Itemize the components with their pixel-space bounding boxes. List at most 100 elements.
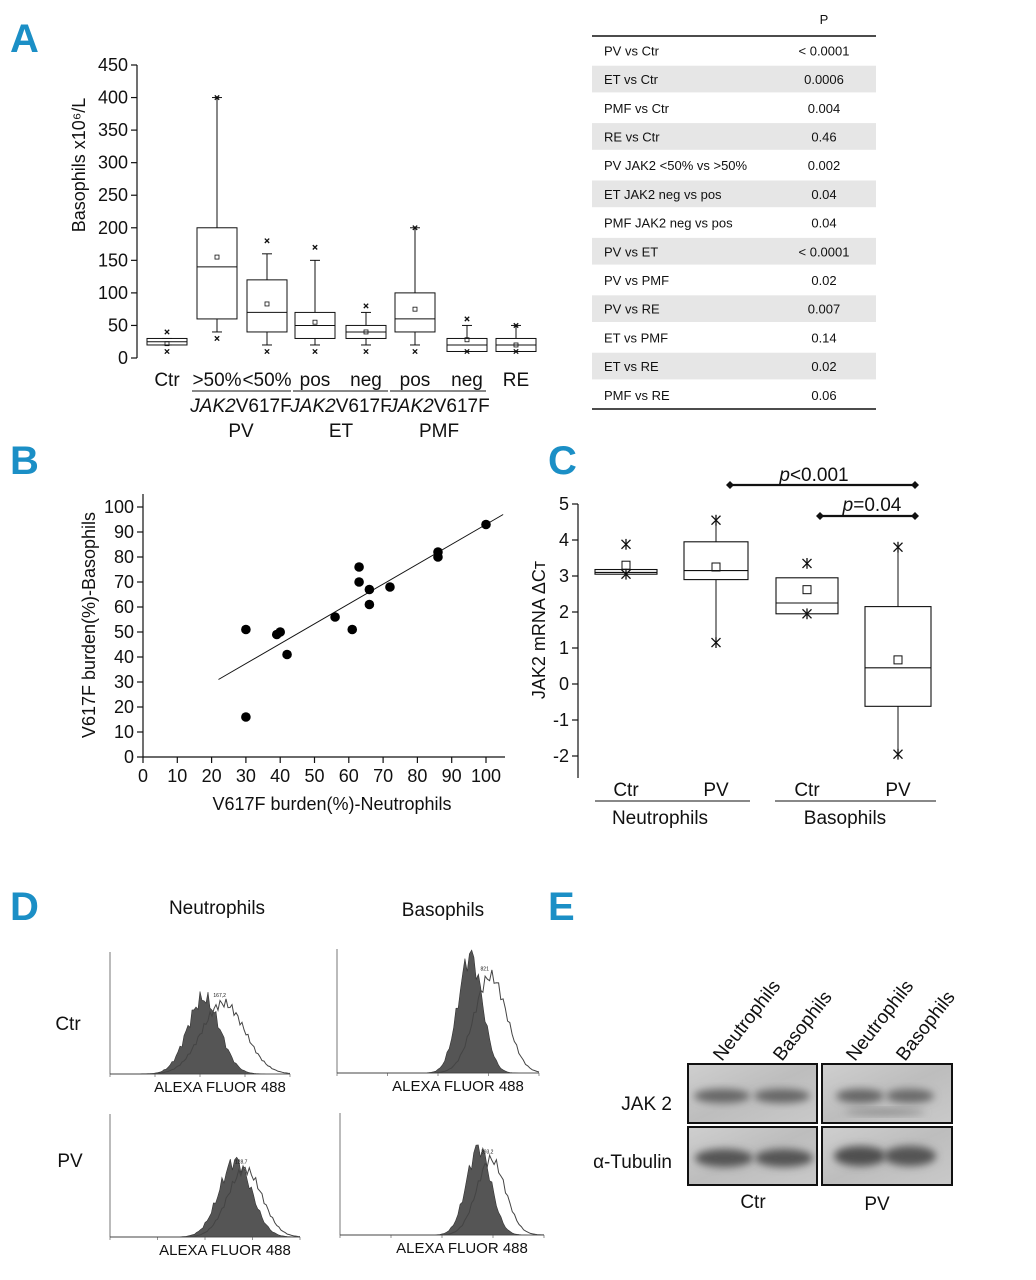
b-scatter-point (385, 582, 395, 592)
a-box-5 (394, 225, 436, 355)
b-scatter-point (241, 712, 251, 722)
table-p-cell: 0.0006 (804, 72, 844, 87)
a-box-3 (294, 244, 336, 355)
c-outlier-1 (802, 558, 812, 569)
table-rows: PV vs Ctr < 0.0001 ET vs Ctr 0.0006 PMF vs C… (592, 43, 876, 403)
c-annotation-value: =0.04 (853, 495, 902, 516)
b-ytick-label: 60 (114, 597, 134, 617)
c-category-label: Ctr (794, 780, 820, 801)
b-ytick-label: 20 (114, 697, 134, 717)
table-row: PMF JAK2 neg vs pos 0.04 (604, 216, 837, 231)
table-comparison-cell: RE vs Ctr (604, 129, 660, 144)
table-comparison-cell: ET vs PMF (604, 330, 668, 345)
table-comparison-cell: PV vs ET (604, 244, 658, 259)
c-category-label: PV (703, 780, 729, 801)
panel-c-ylabel: JAK2 mRNA ΔCт (529, 561, 549, 699)
b-xtick-label: 70 (373, 766, 393, 786)
b-xtick-label: 50 (304, 766, 324, 786)
panel-a-yaxis: 0 50 100 150 200 250 300 350 400 450 (98, 55, 138, 368)
d-histogram-3: 393,2 ALEXA FLUOR 488 (339, 1113, 545, 1257)
table-row-shade (592, 180, 876, 208)
table-row: PV vs RE 0.007 (592, 295, 876, 322)
e-blot-pv-tubulin (821, 1126, 953, 1186)
a-group-label: PMF (419, 421, 459, 442)
c-outlier-0 (893, 748, 903, 760)
a-category-label: >50% (192, 370, 241, 391)
panel-a-boxplot: Basophils x10⁶/L 0 50 100 150 200 250 300 350 40… (69, 55, 537, 442)
table-p-cell: 0.007 (808, 302, 841, 317)
panel-label-b: B (10, 439, 39, 483)
a-outlier-0-b (312, 348, 318, 355)
c-outlier-0 (802, 608, 812, 620)
a-outlier-0-b (464, 348, 470, 355)
b-scatter-point (364, 584, 375, 595)
panel-a-table: P PV vs Ctr < 0.0001 ET vs Ctr 0.0006 PMF vs… (592, 12, 876, 410)
a-group-mutation-variant: V617F (236, 396, 292, 417)
d-row-title-ctr: Ctr (55, 1014, 81, 1035)
panel-a-ylabel: Basophils x10⁶/L (69, 98, 89, 233)
a-mean (513, 342, 519, 348)
c-box-3 (864, 541, 932, 760)
table-row-shade (592, 65, 876, 93)
b-scatter-point (347, 624, 358, 635)
a-ytick-label: 250 (98, 185, 128, 205)
a-outlier-0 (312, 348, 318, 355)
b-xtick-label: 90 (442, 766, 462, 786)
d-hist-outline (337, 969, 540, 1074)
b-ytick-label: 70 (114, 572, 134, 592)
c-outlier-1 (893, 541, 903, 553)
a-outlier-1-b (312, 244, 318, 250)
a-outlier-0 (264, 348, 270, 355)
c-mean (893, 655, 903, 665)
c-category-label: PV (885, 780, 911, 801)
table-comparison-cell: PMF vs Ctr (604, 101, 670, 116)
c-outlier-1 (711, 514, 721, 526)
d-peak-label: 167,2 (213, 993, 226, 999)
b-xtick-label: 10 (167, 766, 187, 786)
d-axis-label: ALEXA FLUOR 488 (159, 1242, 291, 1259)
a-outlier-0 (412, 348, 418, 355)
a-outlier-0 (164, 348, 170, 355)
panel-b-axes: 0 10 20 30 40 50 60 70 80 90 100 0 10 20 30 40 50 60 70 80 9… (104, 494, 505, 786)
table-row: ET vs Ctr 0.0006 (592, 65, 876, 93)
b-ytick-label: 10 (114, 722, 134, 742)
e-lane-label-2: Basophils (769, 987, 836, 1065)
c-annotation-value: <0.001 (790, 465, 849, 486)
d-axis-label: ALEXA FLUOR 488 (392, 1078, 524, 1095)
c-annotation-label: p<0.001 (778, 465, 848, 486)
table-row: ET JAK2 neg vs pos 0.04 (592, 180, 876, 208)
c-mean (802, 585, 812, 595)
a-outlier-1-b (412, 225, 418, 231)
a-ytick-label: 400 (98, 88, 128, 108)
e-row-label-tubulin: α-Tubulin (593, 1152, 672, 1173)
a-mean (264, 301, 270, 307)
a-box-2 (246, 238, 288, 355)
a-group-mutation-gene: JAK2 (387, 396, 434, 417)
table-row: PV vs ET < 0.0001 (592, 237, 876, 265)
b-scatter-point (433, 552, 443, 562)
b-xtick-label: 40 (270, 766, 290, 786)
a-outlier-1-b (214, 94, 220, 101)
c-annotation-end-right (911, 512, 919, 520)
b-scatter-point (282, 649, 292, 660)
a-mean (214, 254, 220, 260)
panel-e-blot: Neutrophils Basophils Neutrophils Basoph… (593, 976, 960, 1215)
a-category-label: RE (503, 370, 529, 391)
a-ytick-label: 350 (98, 120, 128, 140)
d-peak-label: 821 (481, 966, 490, 972)
table-header-p: P (820, 12, 829, 27)
a-outlier-0-b (264, 348, 270, 355)
table-row: PV vs PMF 0.02 (604, 273, 837, 288)
a-ytick-label: 300 (98, 153, 128, 173)
c-annotation-end-left (816, 512, 824, 520)
table-p-cell: 0.06 (811, 388, 836, 403)
c-box-1 (683, 514, 749, 648)
a-box-rect (246, 279, 288, 333)
d-row-title-pv: PV (57, 1151, 83, 1172)
a-box-rect (196, 227, 238, 320)
d-peak-label: 128,7 (235, 1159, 248, 1165)
c-group-label: Neutrophils (612, 808, 708, 829)
b-scatter-point (241, 624, 251, 635)
a-outlier-0 (214, 335, 220, 342)
c-annotation-p: p (842, 495, 854, 516)
